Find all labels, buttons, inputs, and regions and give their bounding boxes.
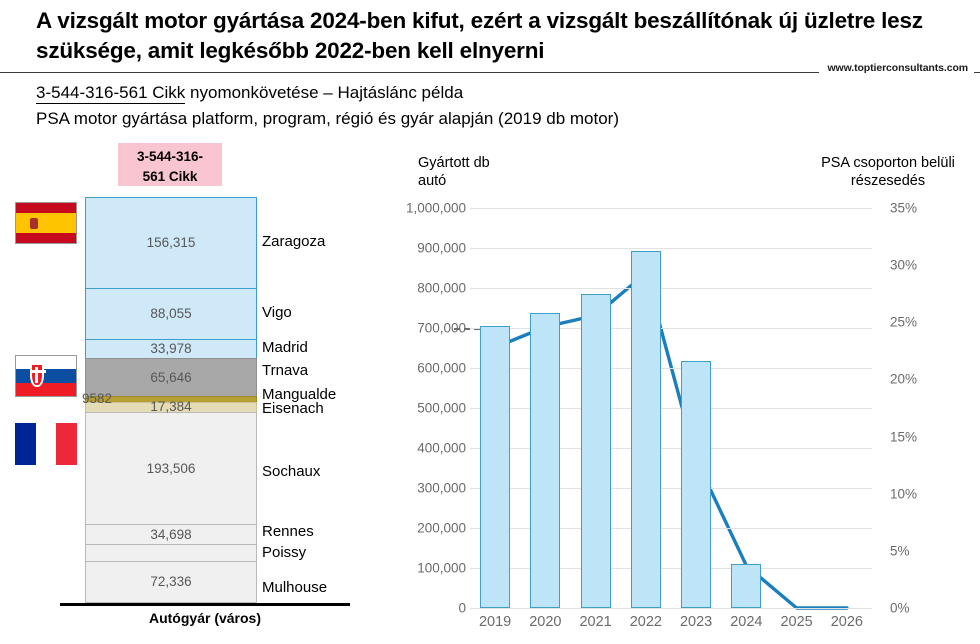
stacked-segment-value: 65,646 [150,370,192,386]
bar-2023 [681,360,712,608]
stacked-segment-label-trnava: Trnava [262,362,309,380]
y-axis-tick-left: 0 [458,600,466,616]
x-axis-tick-2023: 2023 [679,614,713,630]
slovakia-flag [15,355,77,397]
x-axis-tick-2021: 2021 [579,614,612,630]
y-axis-tick-right: 25% [890,314,918,330]
gridline [470,208,872,209]
x-axis-tick-2020: 2020 [529,614,562,630]
gridline [470,288,872,289]
y-axis-tick-right: 15% [890,429,918,445]
y-axis-tick-left: 200,000 [417,520,466,536]
y-axis-tick-left: 1,000,000 [405,200,466,216]
stacked-segment-poissy [85,544,257,562]
stacked-segment-eisenach: 17,384 [85,398,257,414]
right-combo-chart: Gyártott db autó PSA csoporton belüli ré… [400,150,980,644]
stacked-segment-label-eisenach: Eisenach [262,399,324,417]
stacked-segment-value: 9582 [82,391,113,407]
bar-2022 [630,250,661,608]
stacked-segment-mulhouse: 72,336 [85,561,257,603]
x-axis-tick-2026: 2026 [830,614,864,630]
stacked-segment-trnava: 65,646 [85,358,257,397]
left-stacked-bar-chart: 3-544-316- 561 Cikk 156,315 88,055 33,978 6… [0,140,400,644]
subtitle-article-number: 3-544-316-561 Cikk [36,83,186,104]
page-header: A vizsgált motor gyártása 2024-ben kifut… [0,0,980,80]
chart-plot-area: 0 100,000 200,000 300,000 400,000 500,000 600,… [406,201,917,631]
y-axis-tick-left: 800,000 [417,280,466,296]
stacked-segment-zaragoza: 156,315 [85,197,257,288]
header-divider [0,72,980,73]
x-axis-tick-2022: 2022 [629,614,663,630]
gridline [470,528,872,529]
subtitle-line-2: PSA motor gyártása platform, program, ré… [36,109,620,128]
gridline [470,568,872,569]
gridline [470,328,872,329]
stacked-segment-label-vigo: Vigo [262,304,292,322]
stacked-segment-value: 34,698 [150,527,192,543]
stacked-segment-label-sochaux: Sochaux [262,463,321,481]
y-axis-tick-left: 600,000 [417,360,466,376]
left-chart-axis-title: Autógyár (város) [148,610,262,626]
y-axis-tick-right: 30% [890,257,918,273]
y-axis-tick-right: 5% [890,543,910,559]
y-axis-tick-right: 20% [890,371,918,387]
y-axis-label-left: Gyártott db autó [418,155,490,189]
x-axis-tick-2025: 2025 [780,614,813,630]
stacked-segment-label-mulhouse: Mulhouse [262,579,328,597]
bar-2024 [731,564,762,608]
page-title: A vizsgált motor gyártása 2024-ben kifut… [36,8,923,63]
stacked-bar-column: 156,315 88,055 33,978 65,646 9582 17,384 193,5… [82,197,257,603]
stacked-segment-value: 193,506 [146,461,196,477]
stacked-segment-mangualde: 9582 [82,391,257,406]
gridline [470,448,872,449]
stacked-segment-label-poissy: Poissy [262,543,307,561]
gridline [470,608,872,609]
stacked-segment-rennes: 34,698 [85,524,257,545]
stacked-segment-value: 72,336 [150,574,192,590]
bar-2020 [530,313,561,608]
spain-flag [15,202,77,244]
y-axis-tick-left: 400,000 [417,440,466,456]
stacked-segment-label-mangualde: Mangualde [262,386,337,404]
bar-2021 [580,294,611,608]
gridline [470,488,872,489]
stacked-segment-value: 156,315 [146,235,196,251]
stacked-segment-value: 17,384 [150,398,192,414]
annotation-leader-line [454,328,501,330]
gridline [470,248,872,249]
y-axis-tick-left: 500,000 [417,400,466,416]
stacked-segment-label-zaragoza: Zaragoza [262,233,326,251]
stacked-segment-sochaux: 193,506 [85,411,257,525]
subtitle-line-1: 3-544-316-561 Cikk nyomonkövetése – Hajt… [36,82,463,104]
bar-2019 [480,325,511,608]
y-axis-tick-left: 900,000 [417,240,466,256]
article-callout-line1: 3-544-316- [136,149,204,164]
y-axis-tick-right: 35% [890,200,918,216]
stacked-segment-vigo: 88,055 [85,287,257,339]
website-url: www.toptierconsultants.com [819,62,974,74]
article-callout-line2: 561 Cikk [142,169,198,184]
gridline [470,368,872,369]
stacked-segment-madrid: 33,978 [85,338,257,359]
stacked-segment-label-rennes: Rennes [262,523,314,541]
gridline [470,408,872,409]
france-flag [15,423,77,465]
x-axis-tick-2024: 2024 [730,614,763,630]
y-axis-tick-left: 100,000 [417,560,466,576]
x-axis-tick-2019: 2019 [478,614,512,630]
stacked-segment-label-madrid: Madrid [262,339,308,357]
y-axis-tick-right: 0% [890,600,910,616]
y-axis-tick-right: 10% [890,486,918,502]
subtitle-rest: nyomonkövetése – Hajtáslánc példa [185,83,464,102]
y-axis-label-right: PSA csoporton belüli részesedés [821,155,955,189]
left-chart-baseline [60,603,350,606]
stacked-segment-value: 88,055 [150,306,192,322]
y-axis-tick-left: 700,000 [417,320,466,336]
stacked-segment-value: 33,978 [150,341,192,357]
article-callout-badge: 3-544-316- 561 Cikk [118,143,222,186]
y-axis-tick-left: 300,000 [417,480,466,496]
